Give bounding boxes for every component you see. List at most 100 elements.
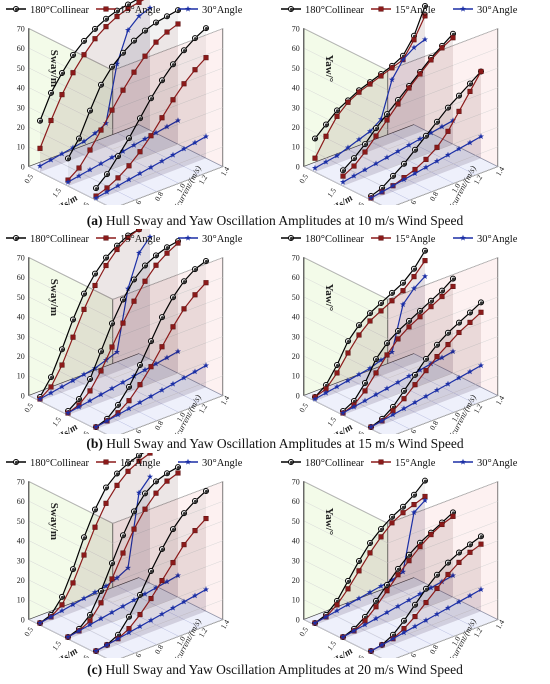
star-marker [362, 621, 368, 628]
square-marker [192, 292, 198, 298]
circle-marker-fill [116, 155, 121, 159]
y-axis-title: Yaw/° [323, 508, 335, 536]
v-tick-label: 1.2 [197, 626, 210, 639]
star-marker [411, 44, 417, 51]
star-marker [312, 164, 318, 171]
floor-gridline [391, 132, 476, 176]
star-marker [142, 366, 148, 373]
circle-marker-fill [126, 3, 131, 7]
floor-gridline [138, 353, 223, 396]
star-marker [181, 598, 187, 605]
star-marker [378, 116, 384, 122]
square-marker [126, 163, 132, 169]
square-marker [345, 350, 351, 356]
circle-marker-fill [116, 403, 121, 407]
wall-gridline [28, 500, 223, 544]
circle-marker-fill [176, 9, 181, 13]
circle-marker-fill [396, 329, 401, 334]
circle-marker-fill [379, 527, 384, 532]
circle-marker-fill [115, 472, 120, 476]
circle-marker-fill [479, 535, 484, 539]
square-marker [170, 324, 176, 330]
circle-marker-fill [374, 599, 379, 603]
square-marker [103, 500, 109, 506]
hs-tick-label: 0.5 [297, 172, 310, 185]
z-tick-label: 30 [17, 556, 25, 565]
star-marker [65, 178, 71, 185]
star-marker [379, 417, 385, 424]
circle-marker-fill [149, 97, 154, 101]
star-marker [114, 348, 120, 355]
square-marker [395, 336, 401, 342]
square-marker [115, 175, 121, 181]
circle-marker-fill [289, 236, 294, 241]
wall-gridline [303, 257, 498, 300]
square-marker [48, 384, 54, 390]
star-marker [136, 12, 142, 19]
square-marker [175, 21, 181, 27]
square-marker [114, 246, 120, 253]
circle-marker-fill [110, 562, 115, 566]
square-marker [37, 145, 43, 151]
square-marker [59, 92, 65, 98]
circle-marker-fill [121, 298, 126, 302]
circle-marker-fill [368, 541, 373, 546]
wall-gridline [303, 47, 498, 91]
series-ribbon [343, 516, 453, 639]
star-marker [384, 385, 390, 391]
square-marker [92, 524, 98, 530]
floor-gridline [138, 124, 223, 167]
square-marker [356, 332, 362, 338]
star-marker [126, 176, 132, 183]
square-marker [137, 149, 143, 155]
circle-marker-fill [193, 268, 198, 272]
legend-label: 180°Collinear [30, 5, 90, 16]
star-marker [478, 586, 484, 593]
circle-marker-fill [380, 186, 385, 191]
star-marker [356, 136, 362, 143]
star-marker [203, 133, 209, 140]
square-marker [428, 57, 434, 63]
wall-gridline [28, 316, 223, 359]
star-marker [445, 151, 451, 158]
star-marker [109, 385, 115, 391]
square-marker [148, 596, 154, 602]
circle-marker-fill [60, 348, 65, 352]
square-marker [384, 588, 390, 594]
series-markers [340, 35, 456, 179]
square-marker [400, 288, 406, 294]
z-tick-label: 0 [21, 615, 25, 624]
series-markers [93, 586, 209, 654]
square-marker [137, 382, 143, 388]
star-marker [131, 596, 137, 603]
square-marker [114, 482, 120, 488]
star-marker [185, 458, 191, 465]
square-marker [373, 370, 379, 376]
legend-label: 30°Angle [477, 234, 518, 245]
star-marker [406, 372, 412, 379]
series-markers [65, 7, 181, 162]
series-ribbon [40, 229, 150, 401]
hs-tick-label: 2.5 [78, 653, 91, 658]
circle-marker-fill [138, 363, 143, 368]
star-marker [37, 395, 43, 402]
square-marker [423, 368, 429, 374]
star-marker [203, 586, 209, 593]
series-ribbon [40, 229, 150, 401]
square-marker [478, 541, 484, 547]
star-marker [159, 610, 165, 617]
v-tick-label: 0.6 [131, 651, 144, 658]
caption-text: Hull Sway and Yaw Oscillation Amplitudes… [106, 436, 464, 451]
series-ribbon [40, 7, 150, 172]
z-tick-label: 30 [292, 332, 300, 341]
star-marker [356, 371, 362, 377]
circle-marker-fill [407, 553, 412, 557]
floor-gridline [347, 378, 432, 421]
series-ribbon [40, 453, 150, 625]
square-marker [378, 308, 384, 314]
hs-tick-label: 1.5 [325, 186, 338, 199]
square-marker [125, 468, 131, 474]
star-marker [181, 145, 187, 152]
square-marker [450, 283, 456, 290]
star-marker [467, 592, 473, 599]
